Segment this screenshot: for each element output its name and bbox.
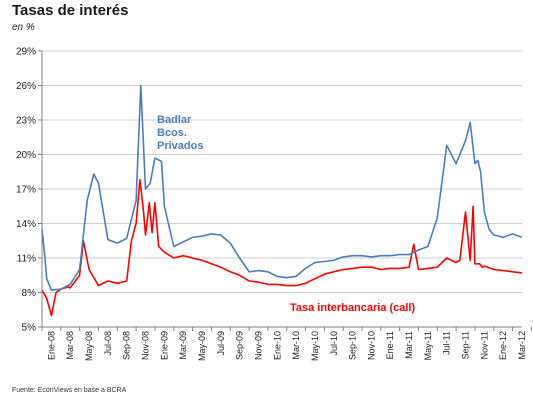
y-axis-ticks: 5% 8% 11% 14% 17% 20% 23% 26% 29% <box>16 47 42 334</box>
x-tick-label: Sep-08 <box>122 331 132 360</box>
source-note: Fuente: EconViews en base a BCRA <box>12 387 127 394</box>
x-tick-label: Mar-12 <box>517 331 527 360</box>
call-annotation: Tasa interbancaria (call) <box>290 302 415 314</box>
call-series-line <box>41 179 523 317</box>
x-tick-label: May-08 <box>84 331 94 361</box>
x-tick-label: Sep-11 <box>461 331 471 359</box>
series-lines <box>41 84 523 317</box>
x-tick-label: Nov-10 <box>366 331 376 360</box>
x-tick-label: Mar-10 <box>291 331 301 360</box>
x-tick-label: Mar-08 <box>65 331 75 360</box>
x-tick-label: May-09 <box>197 331 207 361</box>
x-tick-label: Jul-10 <box>329 331 339 356</box>
axes <box>41 51 522 328</box>
chart-subtitle: en % <box>12 22 35 33</box>
x-tick-label: Nov-09 <box>253 331 263 360</box>
badlar-annotation-line3: Privados <box>157 140 203 152</box>
y-tick-label: 26% <box>16 81 36 92</box>
badlar-series-line <box>41 84 523 292</box>
x-tick-label: Mar-11 <box>404 331 414 359</box>
y-tick-label: 29% <box>16 47 36 58</box>
x-tick-label: Sep-09 <box>235 331 245 360</box>
x-tick-label: Ene-11 <box>385 331 395 359</box>
y-tick-label: 5% <box>22 323 37 334</box>
x-tick-label: Jul-09 <box>216 331 226 356</box>
x-tick-label: Ene-09 <box>159 331 169 360</box>
x-tick-label: Ene-10 <box>272 331 282 360</box>
x-tick-label: May-10 <box>310 331 320 361</box>
x-tick-label: Nov-08 <box>141 331 151 360</box>
x-tick-label: May-11 <box>423 331 433 360</box>
badlar-annotation-line1: Badlar <box>157 114 192 126</box>
badlar-annotation-line2: Bcos. <box>157 127 187 139</box>
y-tick-label: 11% <box>17 254 36 265</box>
y-tick-label: 23% <box>16 116 36 127</box>
x-tick-label: Nov-11 <box>479 331 489 359</box>
page-title: Tasas de interés <box>12 2 129 19</box>
y-tick-label: 17% <box>16 185 36 196</box>
x-tick-label: Sep-10 <box>348 331 358 360</box>
x-tick-label: Jul-08 <box>103 331 113 356</box>
y-tick-label: 14% <box>16 219 36 230</box>
x-tick-label: Ene-08 <box>46 331 56 360</box>
x-axis-ticks: Ene-08 Mar-08 May-08 Jul-08 Sep-08 Nov-08 Ene-… <box>41 327 532 361</box>
x-tick-label: Jul-11 <box>442 331 452 355</box>
x-tick-label: Mar-09 <box>178 331 188 360</box>
x-tick-label: Ene-12 <box>498 331 508 360</box>
y-tick-label: 20% <box>16 150 36 161</box>
y-tick-label: 8% <box>22 288 37 299</box>
